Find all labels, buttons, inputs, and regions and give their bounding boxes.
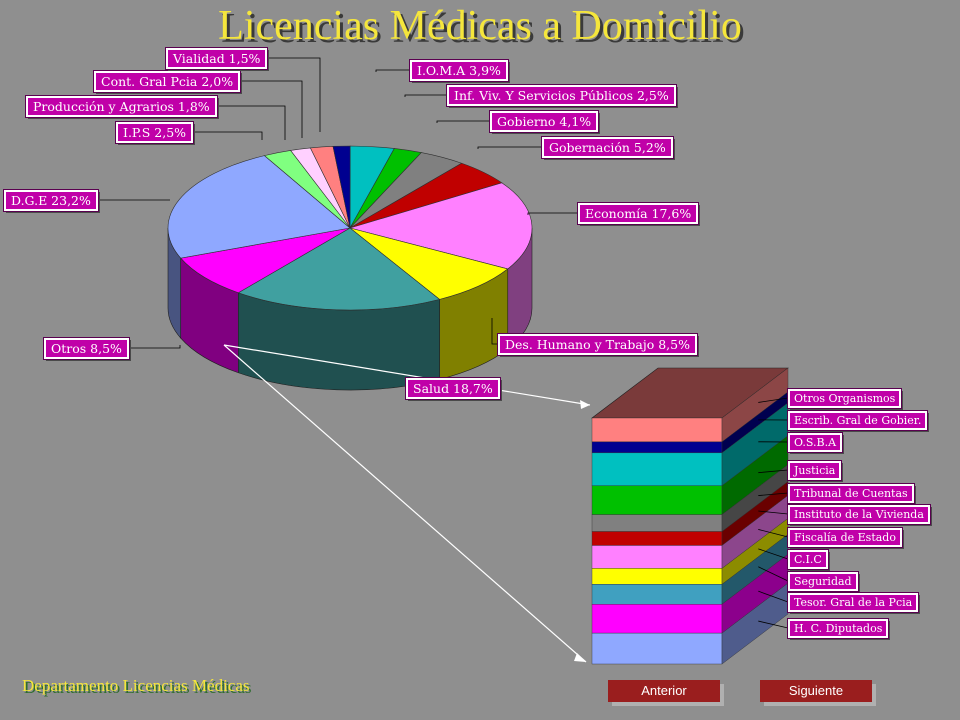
pie-slice-d-g-e	[167, 155, 351, 259]
connector-arrowhead-top	[580, 400, 590, 409]
data-label-salud: Salud 18,7%	[405, 377, 501, 400]
data-label-i-o-m-a: I.O.M.A 3,9%	[409, 59, 509, 82]
leader-line-des-humano-y-trabajo	[491, 318, 498, 345]
stack-side-h-c-diputados	[721, 582, 789, 665]
breakdown-label-justicia: Justicia	[786, 460, 843, 481]
department-footer: Departamento Licencias Médicas	[22, 676, 250, 695]
stack-segment-escrib-gral-de-gobier	[591, 441, 723, 454]
pie-slice-otros	[180, 227, 351, 294]
breakdown-label-o-s-b-a: O.S.B.A	[786, 432, 844, 453]
leader-line-i-p-s	[193, 131, 263, 140]
data-label-otros: Otros 8,5%	[43, 337, 130, 360]
connector-arrowhead-bottom	[574, 653, 586, 662]
breakdown-label-tribunal-de-cuentas: Tribunal de Cuentas	[787, 483, 915, 504]
data-label-des-humano-y-trabajo: Des. Humano y Trabajo 8,5%	[497, 333, 698, 356]
breakdown-leader-fiscalia-de-estado	[758, 529, 789, 538]
previous-button[interactable]: Anterior	[608, 680, 720, 702]
data-label-d-g-e: D.G.E 23,2%	[3, 189, 99, 212]
stack-segment-h-c-diputados	[591, 632, 723, 665]
data-label-inf-viv-y-servicios-publicos: Inf. Viv. Y Servicios Públicos 2,5%	[446, 84, 677, 107]
stack-segment-justicia	[591, 485, 723, 515]
connector-line-bottom	[223, 344, 587, 663]
leader-line-otros	[128, 345, 181, 349]
data-label-vialidad: Vialidad 1,5%	[164, 47, 269, 70]
leader-line-gobernacion	[477, 146, 542, 149]
breakdown-label-instituto-de-la-vivienda: Instituto de la Vivienda	[787, 504, 931, 525]
breakdown-label-tesor-gral-de-la-pcia: Tesor. Gral de la Pcia	[786, 592, 920, 613]
breakdown-label-escrib-gral-de-gobier: Escrib. Gral de Gobier.	[786, 410, 929, 431]
stack-segment-tribunal-de-cuentas	[591, 514, 723, 532]
breakdown-leader-justicia	[758, 469, 789, 474]
pie-slice-salud	[237, 227, 441, 311]
stack-segment-instituto-de-la-vivienda	[591, 531, 723, 546]
stack-segment-o-s-b-a	[591, 452, 723, 486]
pie-slice-economia	[348, 182, 533, 270]
leader-line-economia	[527, 212, 578, 215]
leader-line-vialidad	[267, 57, 321, 132]
pie-slice-vialidad	[332, 145, 351, 229]
breakdown-leader-h-c-diputados	[758, 620, 789, 629]
pie-slice-des-humano-y-trabajo	[349, 227, 509, 300]
leader-line-i-o-m-a	[375, 69, 410, 72]
leader-line-gobierno	[436, 120, 490, 123]
stack-segment-tesor-gral-de-la-pcia	[591, 604, 723, 634]
data-label-gobierno: Gobierno 4,1%	[488, 110, 600, 133]
stack-segment-c-i-c	[591, 568, 723, 585]
breakdown-leader-tesor-gral-de-la-pcia	[758, 590, 789, 603]
breakdown-leader-otros-organismos	[758, 397, 789, 403]
breakdown-label-otros-organismos: Otros Organismos	[786, 388, 903, 409]
next-button[interactable]: Siguiente	[760, 680, 872, 702]
breakdown-label-fiscalia-de-estado: Fiscalía de Estado	[787, 527, 903, 548]
data-label-gobernacion: Gobernación 5,2%	[541, 136, 674, 159]
breakdown-leader-instituto-de-la-vivienda	[758, 510, 789, 515]
leader-line-produccion-y-agrarios	[216, 105, 286, 140]
breakdown-leader-tribunal-de-cuentas	[758, 492, 789, 496]
slide-title: Licencias Médicas a Domicilio	[218, 3, 742, 49]
breakdown-leader-c-i-c	[758, 548, 789, 560]
breakdown-label-c-i-c: C.I.C	[787, 549, 829, 570]
data-label-produccion-y-agrarios: Producción y Agrarios 1,8%	[25, 95, 218, 118]
leader-line-inf-viv-y-servicios-publicos	[404, 94, 447, 97]
stack-segment-otros-organismos	[591, 417, 723, 443]
breakdown-label-seguridad: Seguridad	[787, 571, 859, 592]
data-label-cont-gral-pcia: Cont. Gral Pcia 2,0%	[92, 70, 242, 93]
data-label-economia: Economía 17,6%	[576, 202, 700, 225]
connector-line-top	[223, 344, 591, 406]
breakdown-leader-seguridad	[758, 566, 789, 582]
stack-segment-fiscalia-de-estado	[591, 545, 723, 569]
stack-segment-seguridad	[591, 584, 723, 605]
leader-line-cont-gral-pcia	[240, 80, 303, 138]
breakdown-label-h-c-diputados: H. C. Diputados	[786, 618, 890, 639]
data-label-i-p-s: I.P.S 2,5%	[114, 121, 195, 144]
